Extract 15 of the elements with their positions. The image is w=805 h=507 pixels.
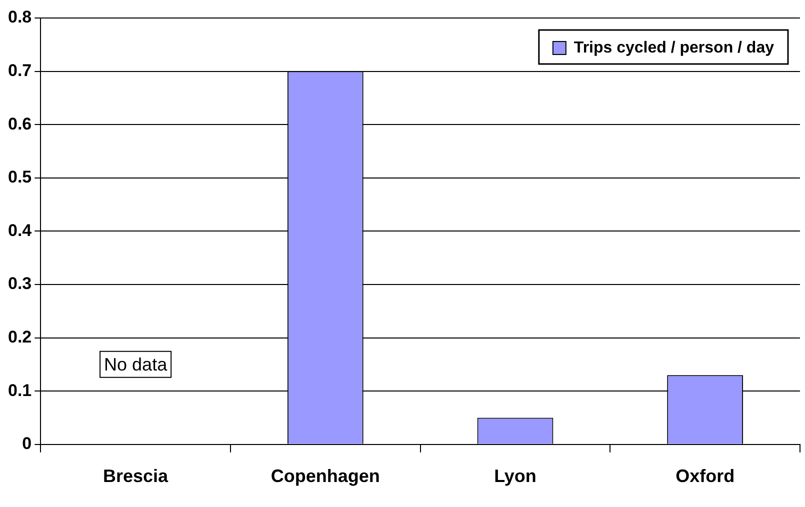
x-tick-label: Oxford [676,466,735,486]
y-tick-label: 0.7 [8,60,32,80]
annotation: No data [104,354,168,374]
x-tick-label: Lyon [494,466,536,486]
x-tick-label: Brescia [103,466,170,486]
y-tick-label: 0.5 [8,168,32,187]
y-tick-label: 0.6 [8,114,32,134]
legend-label: Trips cycled / person / day [574,39,774,56]
y-tick-label: 0.3 [8,274,32,294]
y-tick-label: 0.8 [8,8,32,27]
y-tick-label: 0 [22,434,32,454]
x-tick-label: Copenhagen [270,466,380,486]
y-tick-label: 0.2 [8,327,32,346]
y-tick-label: 0.4 [8,220,32,240]
y-tick-label: 0.1 [8,380,32,400]
